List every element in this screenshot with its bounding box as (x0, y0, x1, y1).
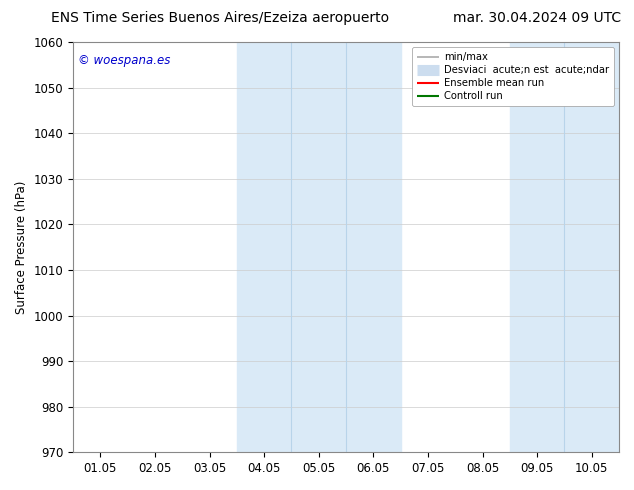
Bar (510, 42, 619, 452)
Text: mar. 30.04.2024 09 UTC: mar. 30.04.2024 09 UTC (453, 11, 621, 25)
Y-axis label: Surface Pressure (hPa): Surface Pressure (hPa) (15, 180, 28, 314)
Bar (237, 42, 401, 452)
Text: ENS Time Series Buenos Aires/Ezeiza aeropuerto: ENS Time Series Buenos Aires/Ezeiza aero… (51, 11, 389, 25)
Legend: min/max, Desviaci  acute;n est  acute;ndar, Ensemble mean run, Controll run: min/max, Desviaci acute;n est acute;ndar… (412, 47, 614, 106)
Text: © woespana.es: © woespana.es (79, 54, 171, 67)
